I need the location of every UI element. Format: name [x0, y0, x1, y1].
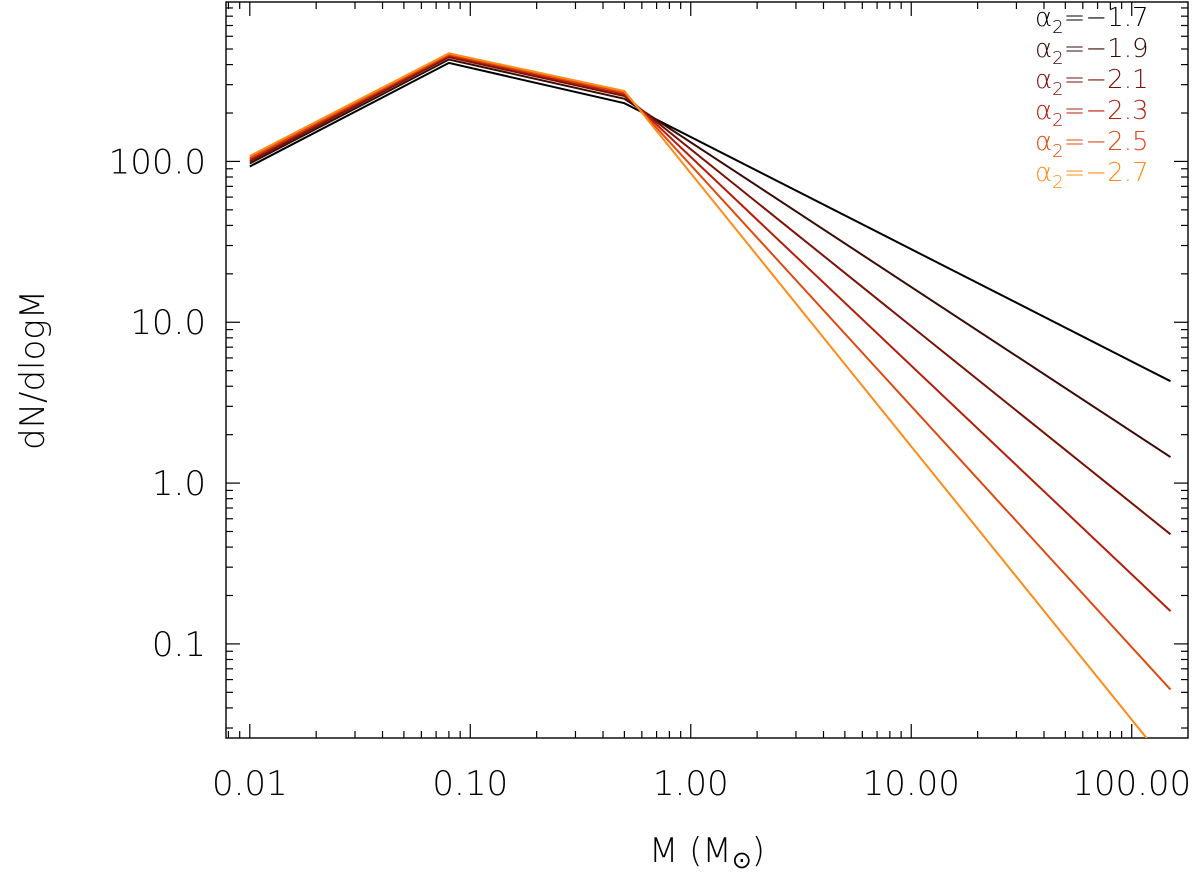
plot-frame	[225, 1, 1189, 739]
x-tick-label: 100.00	[1072, 764, 1191, 804]
series-line-1	[249, 61, 1171, 383]
y-axis-title: dN/dlogM	[13, 290, 53, 450]
x-axis-title: M (M⊙)	[649, 831, 765, 874]
series-line-2	[249, 58, 1172, 458]
legend-entry-2: α2=−1.9	[1035, 34, 1149, 69]
x-tick-label: 0.01	[212, 764, 288, 804]
legend: α2=−1.7α2=−1.9α2=−2.1α2=−2.3α2=−2.5α2=−2…	[1035, 3, 1149, 193]
series-line-4	[249, 54, 1172, 612]
legend-entry-4: α2=−2.3	[1035, 96, 1149, 131]
series-lines	[249, 52, 1172, 738]
x-tick-label: 1.00	[653, 764, 729, 804]
y-tick-label: 1.0	[152, 464, 206, 504]
legend-entry-6: α2=−2.7	[1035, 158, 1149, 193]
axis-ticks	[226, 2, 1188, 738]
y-tick-label: 10.0	[130, 303, 206, 343]
series-line-3	[249, 56, 1172, 536]
y-tick-label: 0.1	[152, 625, 206, 665]
legend-entry-1: α2=−1.7	[1035, 3, 1149, 38]
x-tick-label: 0.10	[432, 764, 508, 804]
legend-entry-5: α2=−2.5	[1035, 127, 1149, 162]
legend-entry-3: α2=−2.1	[1035, 65, 1149, 100]
series-line-5	[249, 53, 1172, 691]
y-tick-label: 100.0	[109, 142, 206, 182]
x-tick-labels: 0.01 0.10 1.00 10.00 100.00	[212, 764, 1191, 804]
y-tick-labels: 0.1 1.0 10.0 100.0	[109, 142, 206, 664]
x-tick-label: 10.00	[863, 764, 960, 804]
series-line-6	[249, 52, 1148, 738]
solar-symbol: ⊙	[732, 846, 752, 874]
